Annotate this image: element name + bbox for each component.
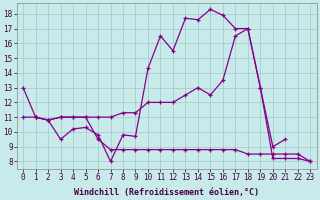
X-axis label: Windchill (Refroidissement éolien,°C): Windchill (Refroidissement éolien,°C) [74,188,259,197]
